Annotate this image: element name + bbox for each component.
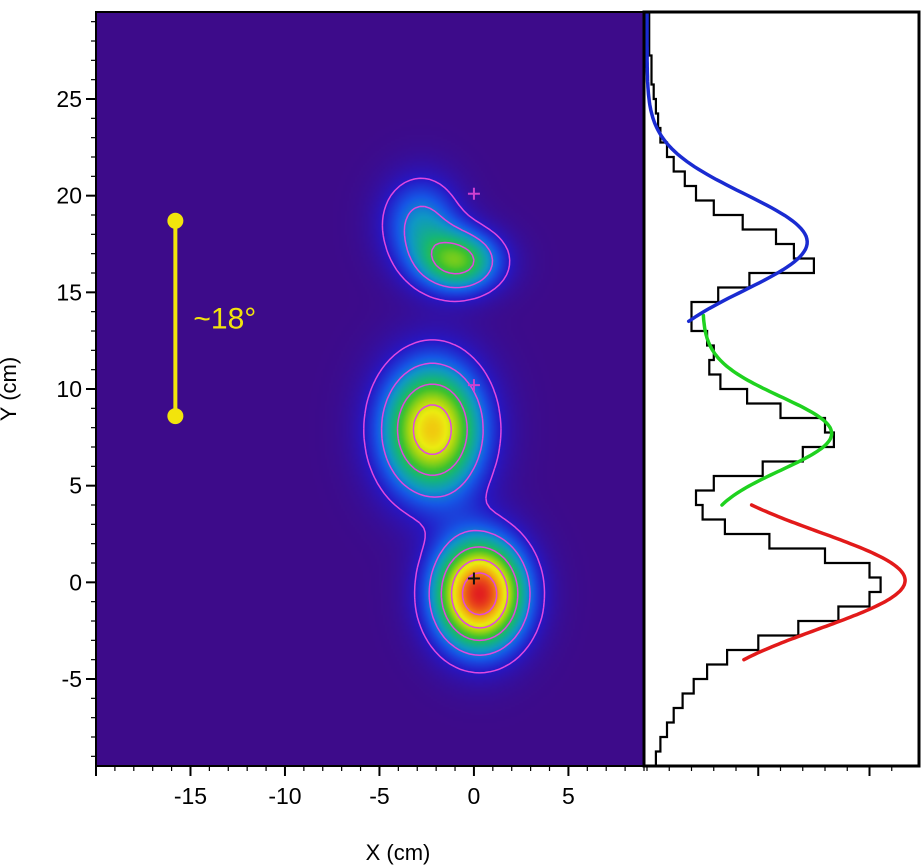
side-panel-ticks	[646, 766, 893, 776]
side-panel-frame	[642, 10, 921, 768]
center-marker	[467, 187, 480, 200]
x-axis-title: X (cm)	[366, 840, 431, 865]
gaussian-fit-curve	[742, 503, 907, 662]
scale-bar-endpoint	[167, 408, 184, 425]
x-tick-label: -10	[268, 783, 301, 809]
y-tick-label: 0	[69, 569, 82, 595]
center-marker	[467, 572, 480, 585]
x-tick-label: -15	[174, 783, 207, 809]
side-panel-background	[644, 12, 919, 766]
scale-bar-endpoint	[167, 212, 184, 229]
density-map: ~18°	[96, 12, 644, 766]
y-tick-label: 5	[69, 473, 82, 499]
scale-bar-label: ~18°	[193, 302, 256, 335]
y-tick-label: 20	[56, 183, 82, 209]
gaussian-fit-curve	[645, 12, 809, 324]
y-axis-title: Y (cm)	[0, 357, 21, 421]
contour-level-5	[461, 572, 498, 616]
contour-level-1	[363, 177, 546, 674]
angular-scale-bar: ~18°	[167, 212, 256, 425]
density-heatmap-image	[96, 12, 644, 766]
gaussian-fit-curve	[701, 313, 834, 507]
y-axis: -5 0 5 10 15 20 25	[56, 21, 96, 757]
center-markers	[467, 187, 480, 585]
x-axis: -15 -10 -5 0 5	[95, 766, 645, 809]
side-histogram	[644, 12, 919, 766]
center-marker	[467, 379, 480, 392]
contour-lines	[363, 177, 546, 674]
contour-level-3	[396, 241, 519, 642]
y-tick-label: 10	[56, 376, 82, 402]
y-tick-label: -5	[62, 666, 82, 692]
x-tick-label: 5	[562, 783, 575, 809]
contour-level-2	[380, 205, 531, 656]
y-tick-label: 15	[56, 279, 82, 305]
x-tick-label: 0	[468, 783, 481, 809]
x-tick-label: -5	[369, 783, 389, 809]
gaussian-fits	[645, 12, 907, 662]
histogram-steps	[648, 12, 882, 766]
contour-level-4	[412, 404, 509, 629]
y-tick-label: 25	[56, 86, 82, 112]
